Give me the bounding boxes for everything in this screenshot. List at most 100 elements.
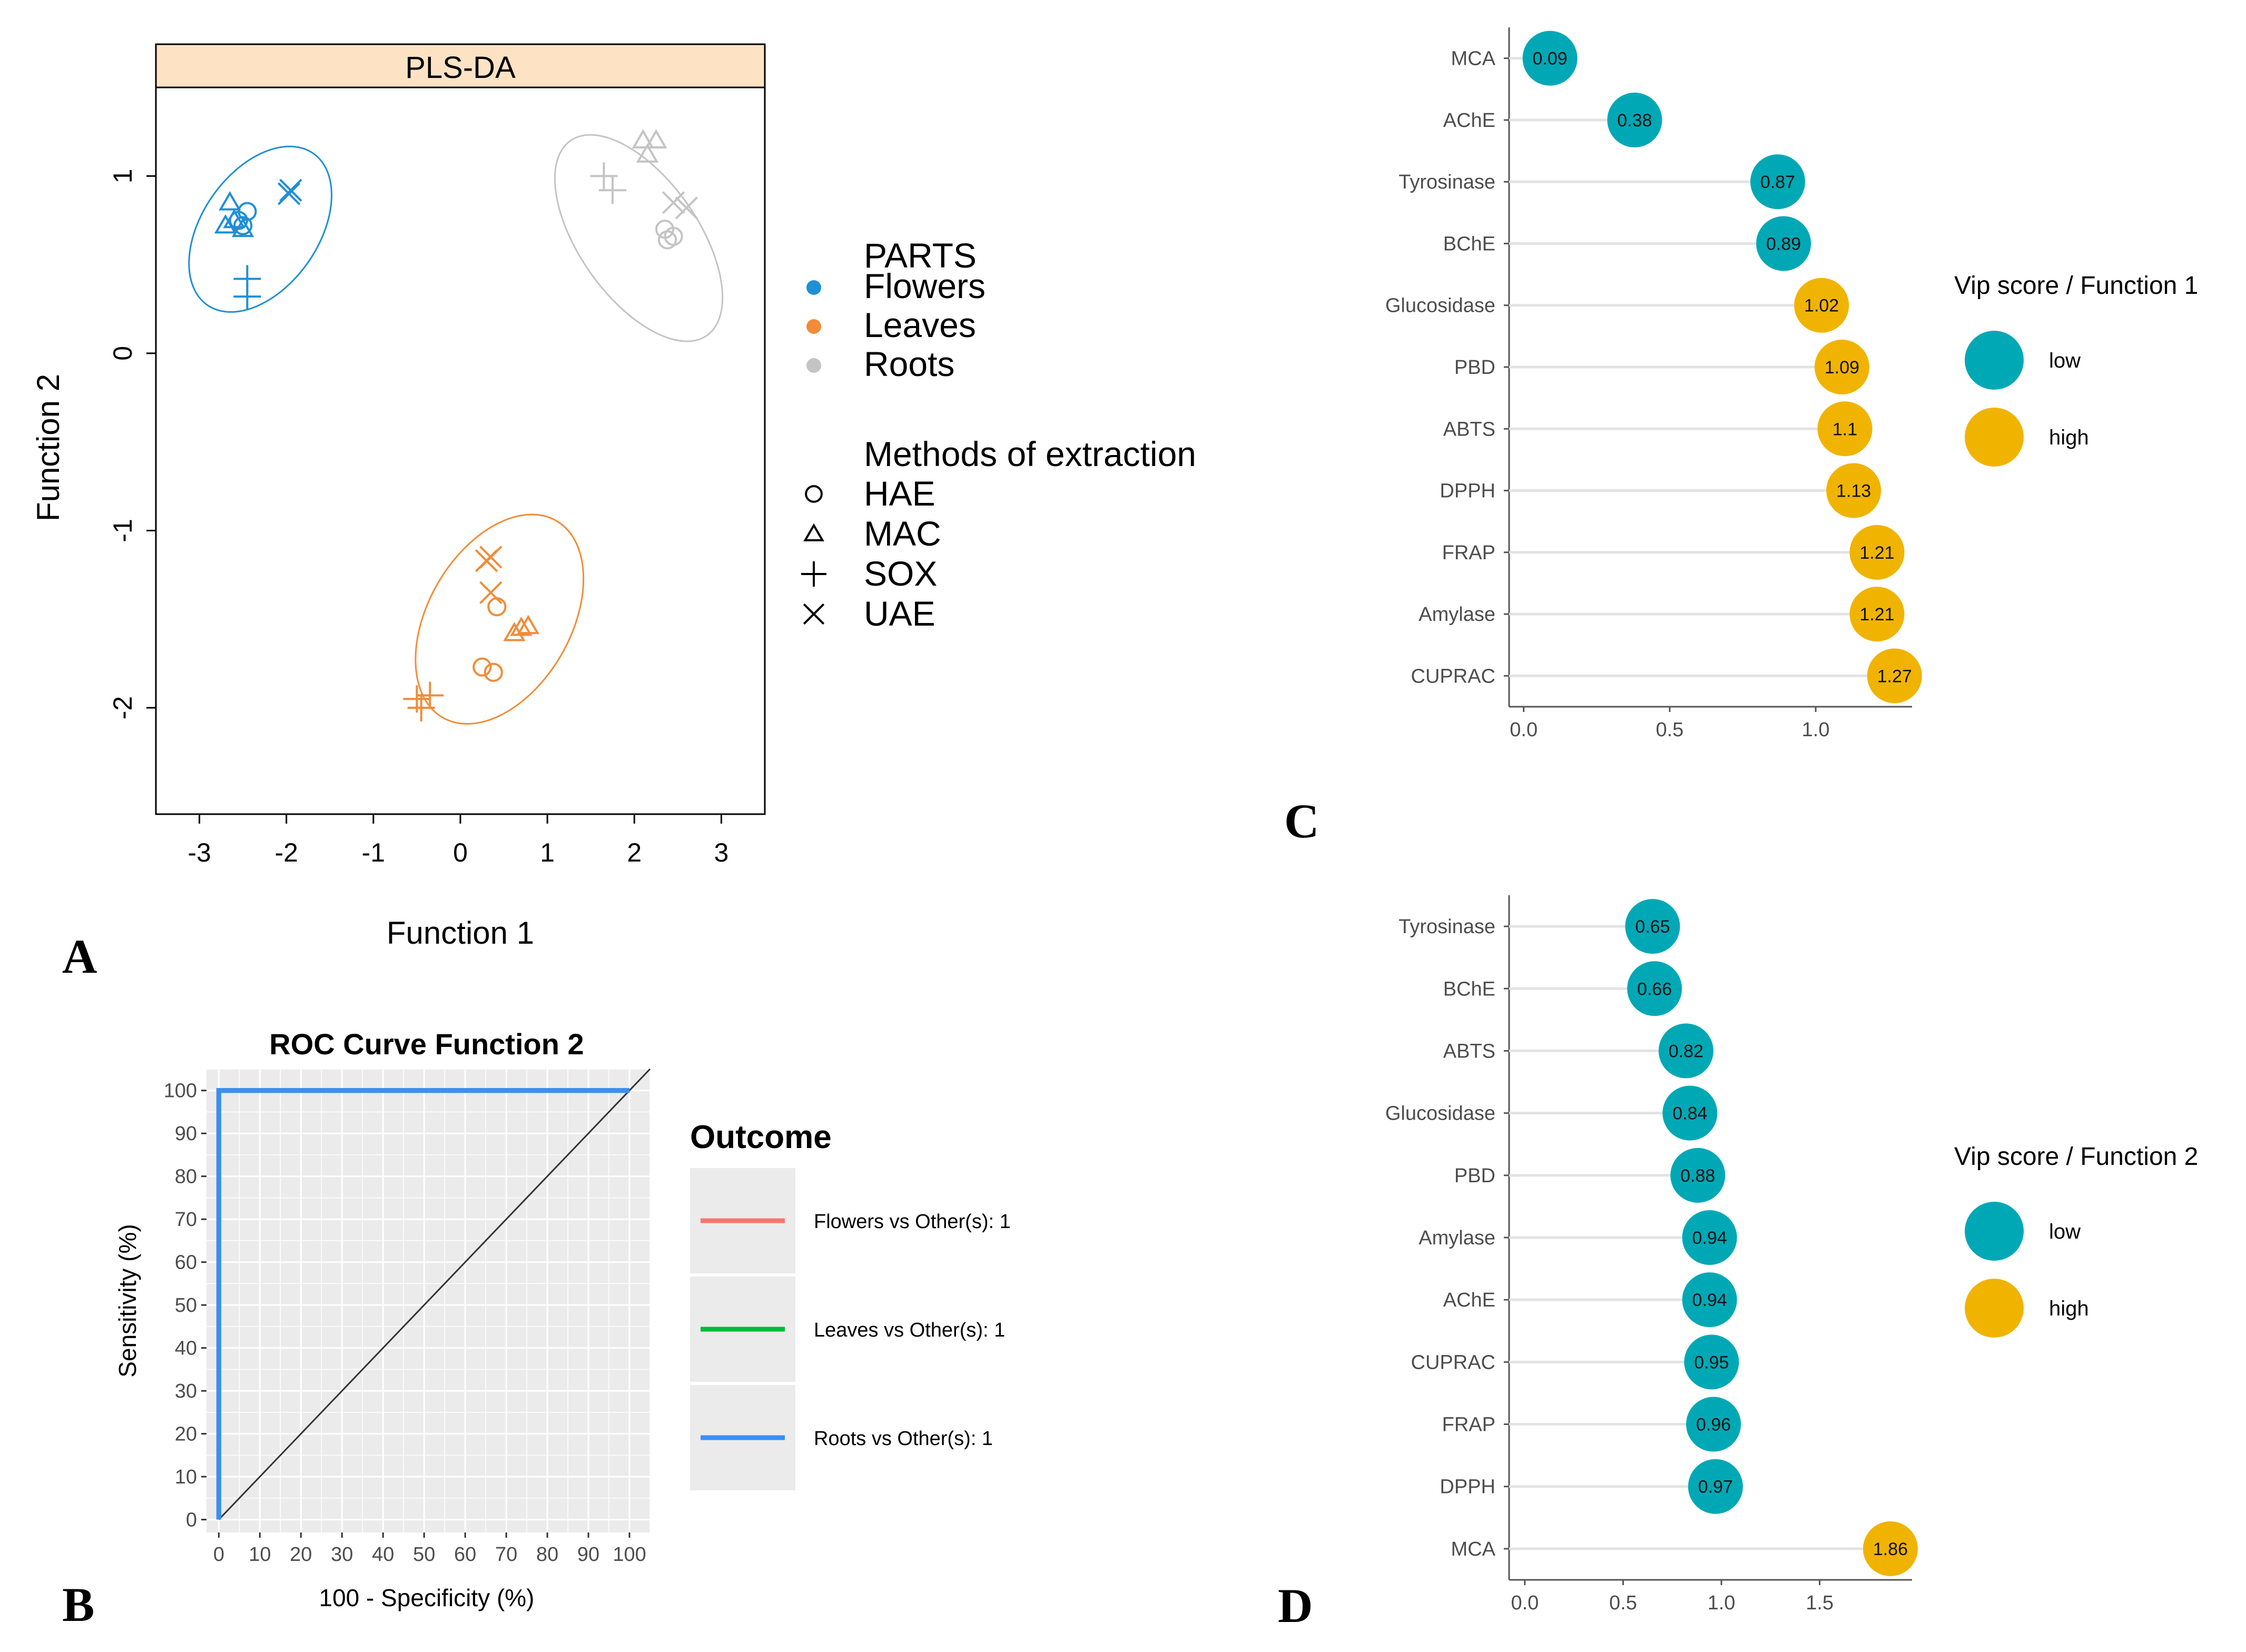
lollipop-dot xyxy=(1658,1023,1713,1079)
x-tick-label: 0 xyxy=(213,1544,224,1566)
point-flowers-mac xyxy=(214,214,237,234)
point-roots-uae-b xyxy=(675,196,698,220)
point-flowers-hae-shape xyxy=(233,216,253,235)
panel-d-vip-function-2: 0.0 0.5 1.0 1.5 Tyrosinase 0.65 BChE 0.66 ABTS 0.… xyxy=(1385,895,2198,1614)
legend-part-label: Roots xyxy=(864,344,954,383)
lollipop-dot xyxy=(1814,340,1869,394)
roc-y-axis-label: Sensitivity (%) xyxy=(114,1224,141,1377)
y-tick-label: 1 xyxy=(108,169,137,183)
plsda-ellipses xyxy=(188,134,724,725)
legend-dot-leaves xyxy=(806,319,821,334)
value-label: 0.84 xyxy=(1672,1104,1707,1124)
y-tick-label: 80 xyxy=(175,1166,197,1188)
lollipop-dot xyxy=(1688,1459,1743,1514)
lollipop-dot xyxy=(1849,525,1905,580)
category-label: ABTS xyxy=(1443,1040,1495,1062)
x-tick-label: 60 xyxy=(454,1544,476,1566)
lollipop-dot xyxy=(1662,1085,1718,1141)
y-tick-label: 30 xyxy=(175,1380,197,1402)
point-leaves-uae xyxy=(479,581,503,604)
y-tick-label: 60 xyxy=(175,1252,197,1274)
value-label: 0.96 xyxy=(1696,1415,1731,1435)
y-tick-label: 70 xyxy=(175,1209,197,1231)
point-roots-sox xyxy=(590,162,618,190)
x-tick-label: 30 xyxy=(331,1544,353,1566)
point-leaves-mac xyxy=(503,621,526,641)
vip-legend-label: low xyxy=(2049,349,2081,372)
x-tick-label: 80 xyxy=(536,1544,558,1566)
point-roots-mac xyxy=(632,129,655,149)
category-label: ABTS xyxy=(1443,418,1495,440)
category-label: Amylase xyxy=(1418,604,1495,626)
roc-title: ROC Curve Function 2 xyxy=(269,1027,584,1061)
x-tick-label: 10 xyxy=(249,1544,271,1566)
value-label: 0.95 xyxy=(1694,1352,1729,1372)
vip-legend-dot-low xyxy=(1965,331,2024,390)
value-label: 1.09 xyxy=(1825,358,1859,378)
value-label: 0.87 xyxy=(1760,172,1795,192)
legend-symbol-hae xyxy=(805,485,823,503)
point-leaves-hae xyxy=(472,657,492,677)
legend-method-label: MAC xyxy=(864,514,941,553)
panel-label-d: D xyxy=(1278,1579,1313,1633)
point-roots-sox xyxy=(599,176,626,204)
point-leaves-mac-shape xyxy=(517,615,540,635)
category-label: Tyrosinase xyxy=(1398,171,1495,193)
point-roots-mac-shape xyxy=(645,129,667,149)
legend-dot-flowers xyxy=(806,280,821,295)
lollipop-dot xyxy=(1686,1397,1741,1452)
category-label: Tyrosinase xyxy=(1398,916,1495,938)
vip-legend-title: Vip score / Function 2 xyxy=(1954,1143,2198,1171)
legend-symbol-hae-shape xyxy=(805,485,823,503)
vip-legend-label: high xyxy=(2049,426,2089,449)
vip-legend-dot-low xyxy=(1965,1202,2024,1261)
plsda-axes: -3 -2 -1 0 1 2 3 -2 -1 0 1 xyxy=(108,169,728,867)
point-leaves-hae-shape xyxy=(484,662,503,682)
x-tick-label: -1 xyxy=(362,838,385,867)
x-tick-label: 1.5 xyxy=(1806,1592,1834,1614)
point-flowers-mac-shape xyxy=(219,191,241,211)
point-flowers-mac-shape xyxy=(214,214,237,234)
value-label: 1.21 xyxy=(1859,543,1894,563)
point-leaves-uae-b xyxy=(475,549,498,572)
point-flowers-uae-b xyxy=(279,179,302,202)
ellipse-flowers xyxy=(188,145,333,313)
vip-legend-title: Vip score / Function 1 xyxy=(1954,272,2198,300)
x-tick-label: 0.0 xyxy=(1510,719,1538,741)
x-tick-label: 1.0 xyxy=(1708,1592,1736,1614)
legend-symbol-uae-b xyxy=(803,603,825,625)
point-flowers-sox xyxy=(233,283,261,311)
x-tick-label: 70 xyxy=(495,1544,517,1566)
panel-label-c: C xyxy=(1284,794,1319,848)
lollipop-dot xyxy=(1607,92,1662,147)
point-flowers-mac xyxy=(219,191,241,211)
point-flowers-mac xyxy=(223,209,245,229)
value-label: 0.82 xyxy=(1669,1041,1703,1061)
lollipop-dot xyxy=(1756,216,1811,271)
roc-series-line-2 xyxy=(216,1088,630,1520)
y-tick-label: 0 xyxy=(108,346,137,361)
category-label: BChE xyxy=(1443,978,1495,1000)
legend-symbol-uae xyxy=(803,603,825,625)
legend-parts-title: PARTS xyxy=(864,236,977,275)
category-label: Glucosidase xyxy=(1385,295,1495,317)
category-label: Amylase xyxy=(1418,1227,1495,1249)
y-tick-label: -1 xyxy=(108,519,137,542)
x-tick-label: -3 xyxy=(188,838,211,867)
value-label: 1.02 xyxy=(1804,296,1839,316)
vip-legend-dot-high xyxy=(1965,1279,2024,1338)
legend-method-label: HAE xyxy=(864,474,935,513)
category-label: MCA xyxy=(1451,1538,1496,1560)
category-label: DPPH xyxy=(1440,480,1495,502)
legend-part-label: Leaves xyxy=(864,305,976,344)
y-tick-label: 10 xyxy=(175,1466,197,1488)
roc-axes: 0 10 20 30 40 50 60 70 80 90 100 0 10 20 30 40 50 60 70 80 9… xyxy=(164,1080,646,1566)
lollipop-dot xyxy=(1684,1334,1739,1390)
point-leaves-uae xyxy=(475,549,498,572)
x-tick-label: 2 xyxy=(627,838,642,867)
x-tick-label: 0 xyxy=(453,838,468,867)
x-tick-label: 50 xyxy=(413,1544,435,1566)
point-roots-mac-shape xyxy=(636,143,659,163)
category-label: CUPRAC xyxy=(1411,1351,1495,1373)
plsda-x-axis-label: Function 1 xyxy=(387,915,534,951)
